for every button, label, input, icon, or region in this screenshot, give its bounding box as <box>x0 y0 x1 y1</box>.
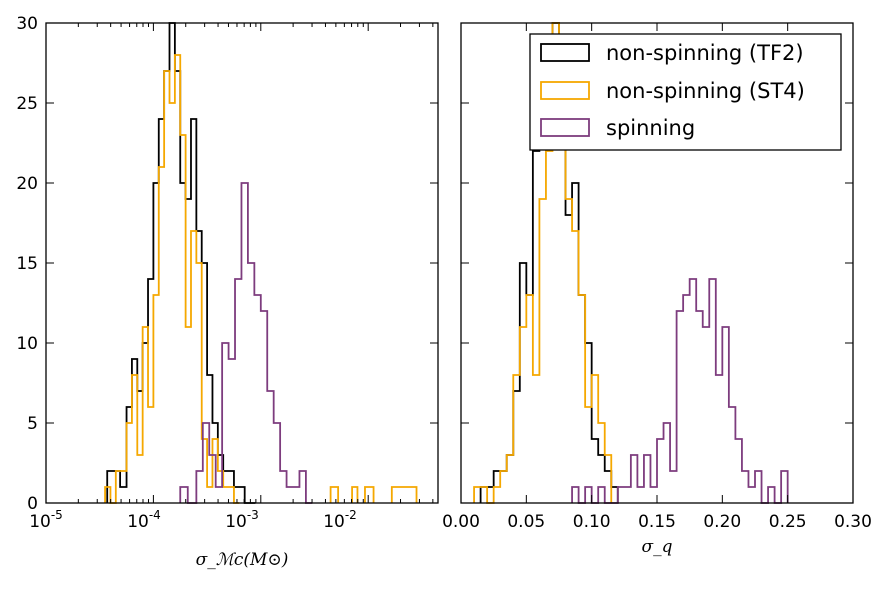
left-series-spinning <box>179 182 313 504</box>
right-xtick-0.30: 0.30 <box>834 512 872 532</box>
legend-entry-tf2: non-spinning (TF2) <box>540 41 804 65</box>
ytick-10: 10 <box>16 334 38 354</box>
ytick-5: 5 <box>27 414 38 434</box>
left-series-non-spinning-st4-bin-1 <box>351 486 359 503</box>
right-xtick-0.25: 0.25 <box>769 512 807 532</box>
left-xtick-1e-2: 10-2 <box>323 508 357 532</box>
left-histogram-panel: 10-5 10-4 10-3 10-2 0 5 10 15 20 25 30 σ… <box>16 14 439 570</box>
right-xtick-0.05: 0.05 <box>507 512 545 532</box>
legend-label-spinning: spinning <box>606 116 695 140</box>
ytick-15: 15 <box>16 254 38 274</box>
left-series-non-spinning-tf2 <box>106 22 256 504</box>
left-ticks-group <box>45 22 438 504</box>
ytick-0: 0 <box>27 494 38 514</box>
right-xtick-0.15: 0.15 <box>638 512 676 532</box>
right-xtick-0.10: 0.10 <box>573 512 611 532</box>
left-series-non-spinning-st4-bin-3 <box>390 486 418 503</box>
left-series-non-spinning-st4 <box>104 54 240 504</box>
legend: non-spinning (TF2) non-spinning (ST4) sp… <box>529 33 842 151</box>
legend-box <box>529 33 842 151</box>
left-series-non-spinning-st4-bin-2 <box>364 486 375 503</box>
left-xtick-1e-4: 10-4 <box>127 508 161 532</box>
legend-swatch-spinning <box>540 118 590 137</box>
ytick-20: 20 <box>16 174 38 194</box>
left-xtick-1e-3: 10-3 <box>225 508 259 532</box>
right-xlabel: σ_q <box>642 537 673 557</box>
legend-swatch-tf2 <box>540 43 590 62</box>
legend-label-tf2: non-spinning (TF2) <box>606 41 804 65</box>
left-xtick-1e-5: 10-5 <box>29 508 63 532</box>
left-series-group <box>104 22 418 504</box>
legend-swatch-st4 <box>540 81 590 100</box>
right-series-spinning <box>571 278 789 504</box>
right-ticks-group <box>460 22 854 504</box>
right-histogram-panel: 0.00 0.05 0.10 0.15 0.20 0.25 0.30 σ_q n… <box>442 22 872 557</box>
legend-entry-spinning: spinning <box>540 116 695 140</box>
ytick-25: 25 <box>16 94 38 114</box>
left-xtick-labels: 10-5 10-4 10-3 10-2 <box>29 508 357 532</box>
legend-label-st4: non-spinning (ST4) <box>606 79 805 103</box>
right-series-non-spinning-st4 <box>473 22 613 504</box>
left-xlabel: σ_ℳc(M⊙) <box>196 550 289 570</box>
left-ytick-labels: 0 5 10 15 20 25 30 <box>16 14 38 514</box>
ytick-30: 30 <box>16 14 38 34</box>
legend-entry-st4: non-spinning (ST4) <box>540 79 805 103</box>
right-xtick-labels: 0.00 0.05 0.10 0.15 0.20 0.25 0.30 <box>442 512 872 532</box>
right-xtick-0.20: 0.20 <box>703 512 741 532</box>
left-series-non-spinning-st4-bin-0 <box>329 486 340 503</box>
right-xtick-0.00: 0.00 <box>442 512 480 532</box>
